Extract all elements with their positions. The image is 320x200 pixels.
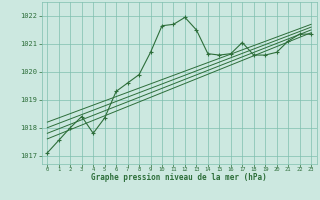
X-axis label: Graphe pression niveau de la mer (hPa): Graphe pression niveau de la mer (hPa) [91,173,267,182]
